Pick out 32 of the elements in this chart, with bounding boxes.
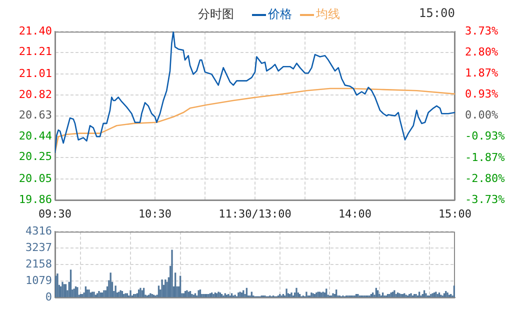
chart-title: 分时图: [198, 6, 234, 23]
y2-tick-label: -1.87%: [465, 150, 505, 164]
x-tick-label: 09:30: [38, 207, 72, 220]
y-tick-label: 1079: [26, 274, 52, 287]
x-tick-label: 10:30: [138, 207, 172, 220]
y-tick-label: 3237: [26, 240, 52, 254]
x-tick-label: 15:00: [438, 207, 472, 220]
y2-tick-label: -3.73%: [465, 192, 505, 206]
y2-tick-label: 0.00%: [465, 108, 498, 122]
legend-label: 价格: [267, 6, 292, 23]
y-tick-label: 20.25: [18, 150, 52, 164]
y-tick-label: 4316: [26, 224, 52, 238]
text: 15:00: [418, 6, 455, 20]
y-tick-label: 0: [45, 290, 52, 304]
x-tick-label: 14:00: [338, 207, 372, 220]
y-tick-label: 20.82: [18, 88, 52, 101]
y-tick-label: 21.01: [18, 67, 52, 80]
y-tick-label: 20.05: [18, 172, 52, 186]
y2-tick-label: 3.73%: [465, 24, 498, 38]
y2-tick-label: 0.93%: [465, 88, 498, 101]
y-tick-label: 2158: [26, 257, 52, 270]
y-tick-label: 20.63: [18, 108, 52, 122]
y-tick-label: 21.40: [18, 24, 52, 38]
x-tick-label: 11:30/13:00: [218, 207, 292, 220]
y2-tick-label: -2.80%: [465, 172, 505, 185]
y-tick-label: 19.86: [18, 192, 52, 206]
y2-tick-label: -0.93%: [465, 130, 505, 143]
legend-label: 均线: [315, 6, 340, 23]
y2-tick-label: 2.80%: [465, 45, 498, 58]
y-tick-label: 21.21: [18, 45, 52, 58]
y2-tick-label: 1.87%: [465, 66, 498, 80]
y-tick-label: 20.44: [18, 129, 52, 142]
